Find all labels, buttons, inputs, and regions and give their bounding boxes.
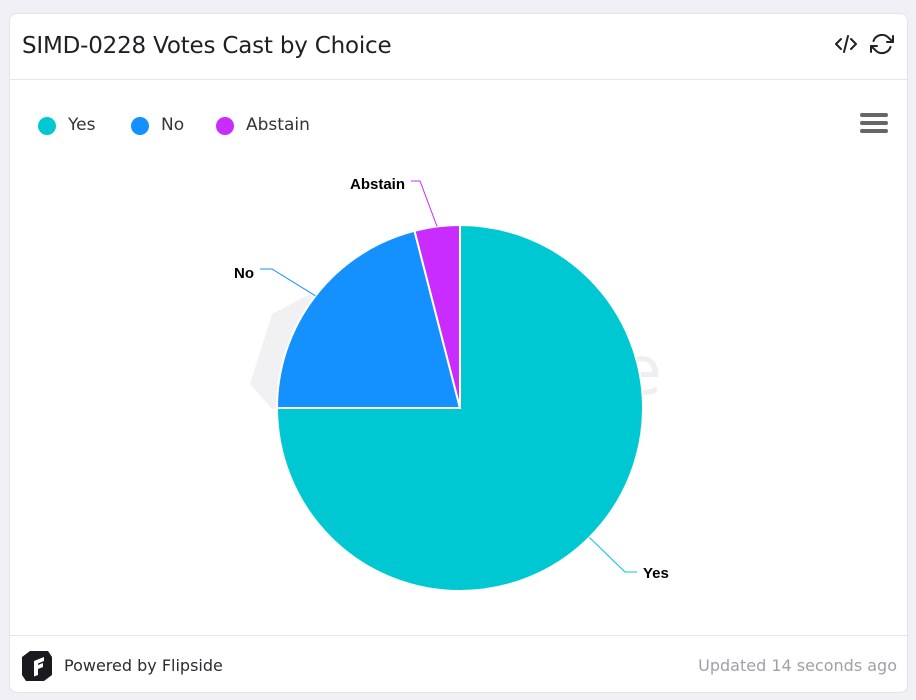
pie-slice-yes[interactable] [275,223,644,592]
legend-label: Abstain [246,115,310,135]
leader-line-no [260,268,316,297]
data-label-no: No [234,265,254,282]
legend-dot-yes [38,117,56,135]
refresh-icon[interactable] [870,32,894,56]
legend-dot-no [131,117,149,135]
chart-title: SIMD-0228 Votes Cast by Choice [22,33,392,59]
legend-label: Yes [68,115,96,135]
card-footer: Powered by Flipside Updated 14 seconds a… [10,635,907,692]
powered-by-text[interactable]: Powered by Flipside [64,656,223,675]
data-label-yes: Yes [643,565,669,582]
chart-card: SIMD-0228 Votes Cast by Choice Yes No [9,13,908,693]
legend-dot-abstain [216,117,234,135]
legend-label: No [161,115,185,135]
code-icon[interactable] [834,32,858,56]
updated-timestamp: Updated 14 seconds ago [698,656,897,675]
leader-line-yes [589,537,637,573]
pie-slice-abstain[interactable] [413,223,461,409]
data-label-abstain: Abstain [350,176,405,193]
hamburger-menu-icon[interactable] [860,113,888,135]
card-header: SIMD-0228 Votes Cast by Choice [10,14,907,80]
flipside-logo-icon [22,651,52,681]
leader-line-abstain [411,180,438,227]
